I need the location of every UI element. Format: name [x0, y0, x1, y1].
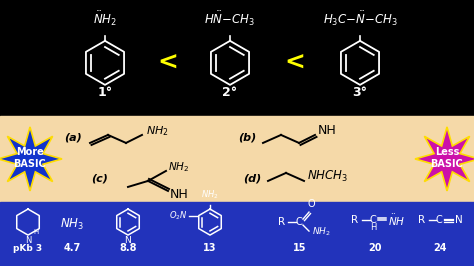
Text: 20: 20: [368, 243, 382, 253]
Text: N: N: [125, 236, 131, 245]
Text: C: C: [436, 215, 442, 225]
Bar: [0, 0, 474, 116]
Text: $H\ddot{N}{-}CH_3$: $H\ddot{N}{-}CH_3$: [204, 9, 255, 28]
Text: R: R: [351, 215, 358, 225]
Polygon shape: [415, 127, 474, 191]
Text: 13: 13: [203, 243, 217, 253]
Text: <: <: [284, 51, 305, 75]
Text: NH: NH: [318, 124, 337, 138]
Text: (c): (c): [91, 174, 109, 184]
Text: 3°: 3°: [353, 86, 367, 99]
Text: $H_3C{-}\ddot{N}{-}CH_3$: $H_3C{-}\ddot{N}{-}CH_3$: [323, 9, 397, 28]
Text: More: More: [16, 147, 44, 157]
Text: pKb 3: pKb 3: [13, 244, 43, 253]
Text: C: C: [296, 217, 302, 227]
Text: N: N: [25, 236, 31, 245]
Text: $NH_2$: $NH_2$: [146, 124, 169, 138]
Polygon shape: [0, 127, 62, 191]
Text: $NH_2$: $NH_2$: [312, 226, 331, 238]
Text: H: H: [370, 223, 376, 232]
Text: BASIC: BASIC: [14, 159, 46, 169]
Bar: [0, 116, 474, 202]
Text: 1°: 1°: [98, 86, 112, 99]
Text: $NH_2$: $NH_2$: [201, 189, 219, 201]
Text: C: C: [370, 215, 376, 225]
Text: <: <: [157, 51, 178, 75]
Text: R: R: [278, 217, 285, 227]
Text: 2°: 2°: [222, 86, 237, 99]
Text: NH: NH: [170, 188, 189, 201]
Text: N: N: [455, 215, 463, 225]
Text: 15: 15: [293, 243, 307, 253]
Text: $\ddot{N}H$: $\ddot{N}H$: [388, 213, 405, 228]
Text: H: H: [33, 229, 38, 235]
Text: 24: 24: [433, 243, 447, 253]
Text: $NHCH_3$: $NHCH_3$: [307, 169, 348, 185]
Text: $NH_2$: $NH_2$: [168, 160, 190, 174]
Text: O: O: [307, 199, 315, 209]
Text: $O_2N$: $O_2N$: [169, 209, 188, 222]
Text: 4.7: 4.7: [64, 243, 81, 253]
Text: (b): (b): [238, 133, 256, 143]
Text: BASIC: BASIC: [430, 159, 464, 169]
Text: Less: Less: [435, 147, 459, 157]
Text: (a): (a): [64, 133, 82, 143]
Text: R: R: [419, 215, 426, 225]
Text: 8.8: 8.8: [119, 243, 137, 253]
Text: $\ddot{N}H_2$: $\ddot{N}H_2$: [93, 9, 117, 28]
Text: $NH_3$: $NH_3$: [60, 217, 84, 232]
Bar: [0, 202, 474, 266]
Text: (d): (d): [243, 174, 261, 184]
